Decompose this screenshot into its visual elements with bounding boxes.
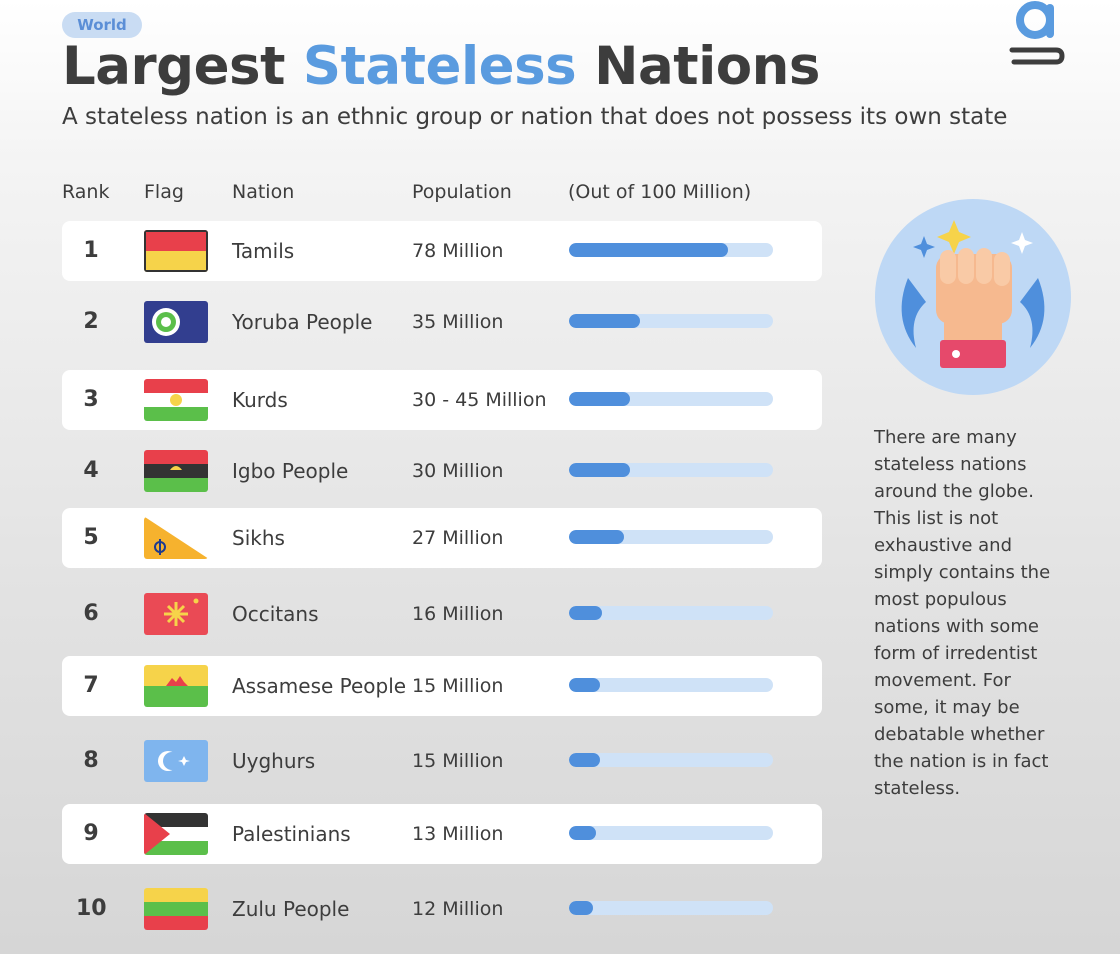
table-row: 10 Zulu People 12 Million [62, 879, 822, 939]
yoruba-flag-icon [144, 301, 208, 343]
nation-label: Occitans [232, 602, 319, 626]
raised-fist-icon [875, 199, 1071, 395]
table-row: 3 Kurds 30 - 45 Million [62, 370, 822, 430]
column-header-scale: (Out of 100 Million) [568, 181, 752, 203]
bar [569, 826, 596, 840]
nation-label: Tamils [232, 239, 295, 263]
rank-label: 4 [83, 458, 99, 483]
bar-track [569, 314, 773, 328]
rank-label: 2 [83, 309, 99, 334]
note-text: There are many stateless nations around … [874, 427, 1051, 799]
rank-label: 5 [83, 525, 99, 550]
bar-track [569, 463, 773, 477]
rank-label: 10 [76, 896, 107, 921]
assamese-flag-icon [144, 665, 208, 707]
bar [569, 606, 602, 620]
population-label: 30 - 45 Million [412, 389, 547, 411]
bar-track [569, 606, 773, 620]
bar-track [569, 243, 773, 257]
bar-track [569, 678, 773, 692]
population-label: 13 Million [412, 823, 504, 845]
table-row: 1 Tamils 78 Million [62, 221, 822, 281]
bar [569, 392, 630, 406]
bar-track [569, 530, 773, 544]
population-label: 12 Million [412, 898, 504, 920]
bar-track [569, 753, 773, 767]
east-turkestan-flag-icon [144, 740, 208, 782]
bar-track [569, 392, 773, 406]
rank-label: 8 [83, 748, 99, 773]
rank-label: 1 [83, 238, 99, 263]
bar [569, 678, 600, 692]
population-label: 30 Million [412, 460, 504, 482]
rank-label: 3 [83, 387, 99, 412]
population-label: 78 Million [412, 240, 504, 262]
title-highlight: Stateless [302, 36, 577, 97]
column-header-nation: Nation [232, 181, 295, 203]
sikh-flag-icon [144, 517, 208, 559]
rank-label: 9 [83, 821, 99, 846]
column-header-rank: Rank [62, 181, 110, 203]
page-subtitle: A stateless nation is an ethnic group or… [62, 104, 1008, 130]
occitan-flag-icon [144, 593, 208, 635]
table-row: 6 Occitans 16 Million [62, 584, 822, 644]
zulu-flag-icon [144, 888, 208, 930]
rank-label: 6 [83, 601, 99, 626]
nation-label: Kurds [232, 388, 288, 412]
table-row: 9 Palestinians 13 Million [62, 804, 822, 864]
nation-label: Sikhs [232, 526, 285, 550]
bar [569, 753, 600, 767]
kurdish-flag-icon [144, 379, 208, 421]
column-header-population: Population [412, 181, 512, 203]
nation-label: Palestinians [232, 822, 351, 846]
table-row: 4 Igbo People 30 Million [62, 441, 822, 501]
bar [569, 314, 640, 328]
nation-label: Igbo People [232, 459, 349, 483]
population-label: 35 Million [412, 311, 504, 333]
biafra-flag-icon [144, 450, 208, 492]
title-part1: Largest [62, 36, 303, 97]
nation-label: Assamese People [232, 674, 407, 698]
population-label: 27 Million [412, 527, 504, 549]
bar [569, 530, 624, 544]
table-row: 5 Sikhs 27 Million [62, 508, 822, 568]
palestine-flag-icon [144, 813, 208, 855]
rank-label: 7 [83, 673, 99, 698]
title-part2: Nations [576, 36, 820, 97]
g-logo-icon [1009, 1, 1065, 65]
population-label: 15 Million [412, 750, 504, 772]
bar [569, 463, 630, 477]
table-row: 7 Assamese People 15 Million [62, 656, 822, 716]
population-label: 16 Million [412, 603, 504, 625]
nation-label: Uyghurs [232, 749, 316, 773]
bar-track [569, 826, 773, 840]
nation-label: Zulu People [232, 897, 350, 921]
nation-label: Yoruba People [232, 310, 373, 334]
page-title: Largest Stateless Nations [62, 36, 820, 97]
table-row: 2 Yoruba People 35 Million [62, 292, 822, 352]
bar [569, 901, 593, 915]
table-row: 8 Uyghurs 15 Million [62, 731, 822, 791]
tamil-flag-icon [144, 230, 208, 272]
column-header-flag: Flag [144, 181, 184, 203]
bar-track [569, 901, 773, 915]
category-tag: World [62, 12, 142, 38]
population-label: 15 Million [412, 675, 504, 697]
bar [569, 243, 728, 257]
